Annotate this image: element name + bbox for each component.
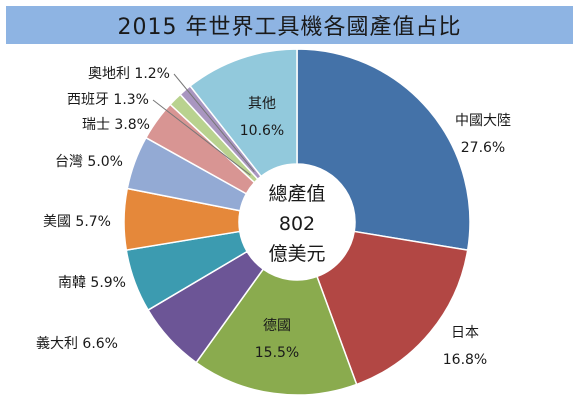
slice-1 <box>316 230 469 386</box>
slice-label-name-1: 日本 <box>451 325 479 341</box>
center-label-1: 802 <box>279 213 315 235</box>
chart-title: 2015 年世界工具機各國產值占比 <box>117 15 462 40</box>
slice-label-value-2: 15.5% <box>255 345 299 361</box>
slice-0 <box>296 48 471 251</box>
slice-label-5: 美國 5.7% <box>43 214 111 230</box>
slice-label-name-2: 德國 <box>263 318 291 334</box>
slice-label-6: 台灣 5.0% <box>55 154 123 170</box>
title-bar: 2015 年世界工具機各國產值占比 <box>6 6 573 44</box>
center-label-0: 總產值 <box>268 183 325 205</box>
leader-line-9 <box>173 73 255 172</box>
slice-2 <box>195 268 358 396</box>
slice-label-value-0: 27.6% <box>461 140 505 156</box>
slice-label-name-10: 其他 <box>248 96 276 112</box>
slice-label-value-1: 16.8% <box>443 352 487 368</box>
slice-label-3: 義大利 6.6% <box>36 335 118 352</box>
slice-label-name-0: 中國大陸 <box>455 113 511 129</box>
center-label-2: 億美元 <box>268 243 325 265</box>
slice-label-9: 奧地利 1.2% <box>88 66 170 82</box>
slice-label-value-10: 10.6% <box>240 123 284 139</box>
slice-label-8: 西班牙 1.3% <box>67 92 149 108</box>
slice-label-7: 瑞士 3.8% <box>82 117 150 133</box>
leader-line-8 <box>152 99 251 176</box>
slice-label-4: 南韓 5.9% <box>58 275 126 291</box>
slice-10 <box>189 48 298 178</box>
